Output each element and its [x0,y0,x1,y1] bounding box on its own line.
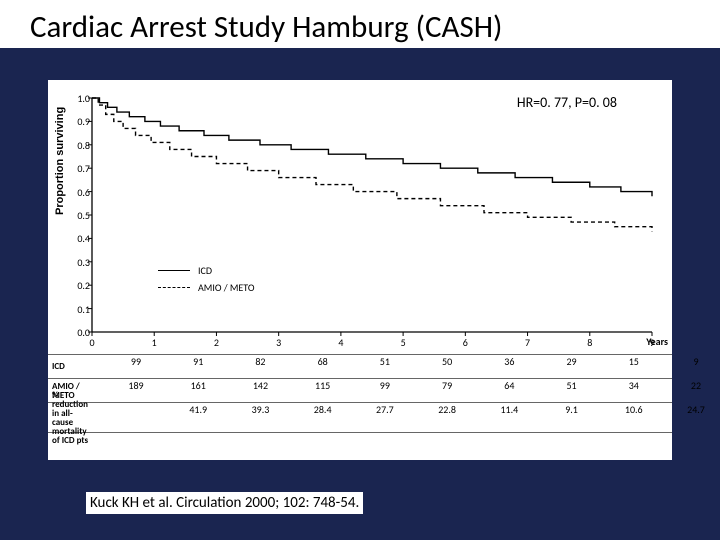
slide: Cardiac Arrest Study Hamburg (CASH) HR=0… [0,0,720,540]
table-cell: 27.7 [357,403,413,416]
table-cell: 50 [419,355,475,368]
table-cell: 10.6 [606,403,662,416]
x-tick: 2 [206,336,226,349]
y-tick: 0.9 [70,115,90,128]
at-risk-table: ICD9991826851503629159AMIO / METO1891611… [48,354,672,433]
table-cell: 68 [295,355,351,368]
row-label: ICD [48,362,92,371]
y-tick: 0.3 [70,256,90,269]
legend: ICD AMIO / METO [158,264,255,298]
citation: Kuck KH et al. Circulation 2000; 102: 74… [86,492,363,514]
legend-label: AMIO / METO [198,281,255,294]
y-tick: 0.1 [70,303,90,316]
y-tick: 1.0 [70,92,90,105]
legend-item-amio: AMIO / METO [158,281,255,294]
x-tick: 9 [642,336,662,349]
x-tick: 1 [144,336,164,349]
y-tick: 0.8 [70,139,90,152]
table-cell: 41.9 [170,403,226,416]
table-cell: 22 [668,379,720,392]
table-cell: 9 [668,355,720,368]
x-tick: 8 [580,336,600,349]
table-cell: 99 [108,355,164,368]
x-tick: 7 [518,336,538,349]
table-cell: 161 [170,379,226,392]
y-tick: 0.7 [70,162,90,175]
legend-line-solid [158,270,190,271]
table-cell: 34 [606,379,662,392]
y-tick: 0.2 [70,279,90,292]
table-cell: 29 [544,355,600,368]
row-label: % reduction in all-cause mortality of IC… [48,391,92,445]
table-cell: 28.4 [295,403,351,416]
table-cell: 64 [481,379,537,392]
table-cell: 82 [232,355,288,368]
table-cell: 51 [544,379,600,392]
x-tick: 0 [82,336,102,349]
legend-item-icd: ICD [158,264,255,277]
table-cell: 115 [295,379,351,392]
table-cell: 22.8 [419,403,475,416]
table-cell: 189 [108,379,164,392]
survival-plot [48,80,672,352]
x-tick: 4 [331,336,351,349]
table-cell: 99 [357,379,413,392]
y-tick: 0.4 [70,232,90,245]
table-cell: 36 [481,355,537,368]
legend-line-dashed [158,287,190,288]
figure-panel: HR=0. 77, P=0. 08 Proportion surviving Y… [48,80,672,460]
table-row: ICD9991826851503629159 [48,354,672,378]
x-tick: 6 [455,336,475,349]
table-cell: 79 [419,379,475,392]
title-bar: Cardiac Arrest Study Hamburg (CASH) [0,0,720,48]
table-cell: 9.1 [544,403,600,416]
table-cell: 91 [170,355,226,368]
table-cell: 51 [357,355,413,368]
table-cell: 142 [232,379,288,392]
slide-title: Cardiac Arrest Study Hamburg (CASH) [0,8,720,46]
legend-label: ICD [198,264,212,277]
table-cell: 11.4 [481,403,537,416]
y-tick: 0.5 [70,209,90,222]
table-cell: 15 [606,355,662,368]
table-cell: 24.7 [668,403,720,416]
table-row: % reduction in all-cause mortality of IC… [48,402,672,432]
x-tick: 3 [269,336,289,349]
table-cell: 39.3 [232,403,288,416]
table-row: AMIO / METO189161142115997964513422 [48,378,672,402]
y-tick: 0.6 [70,186,90,199]
x-tick: 5 [393,336,413,349]
